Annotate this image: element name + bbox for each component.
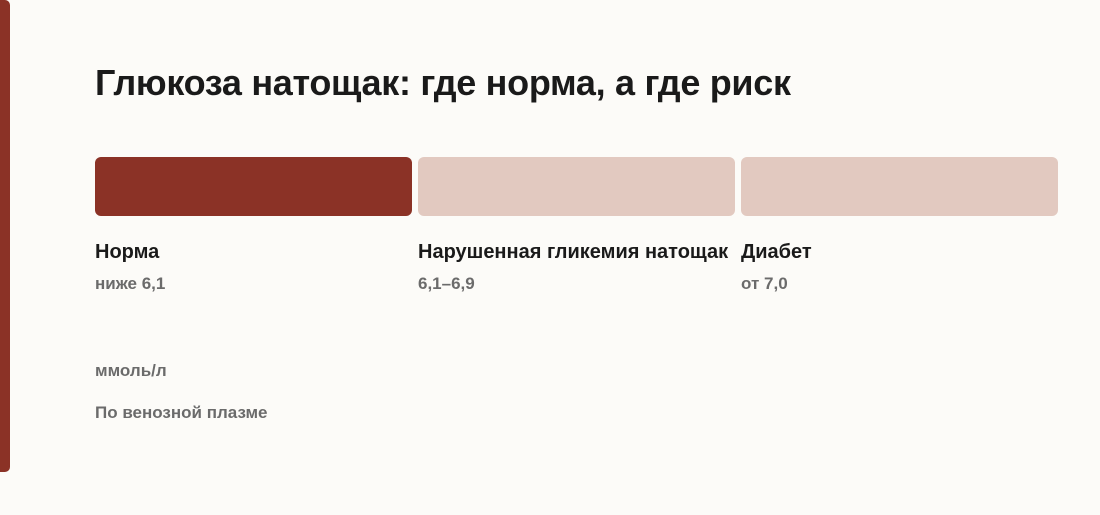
title: Глюкоза натощак: где норма, а где риск	[95, 62, 791, 103]
segment-bar	[418, 157, 735, 216]
segment-bar	[95, 157, 412, 216]
segment-label: Нарушенная гликемия натощак	[418, 241, 729, 263]
segment-range: от 7,0	[741, 274, 788, 293]
scale: Норма ниже 6,1 Нарушенная гликемия натощак…	[95, 157, 1058, 297]
segment-range: ниже 6,1	[95, 274, 166, 293]
segment-range: 6,1–6,9	[418, 274, 475, 293]
accent-bar	[0, 0, 10, 472]
unit: ммоль/л	[95, 361, 167, 380]
segment-bar	[741, 157, 1058, 216]
note: По венозной плазме	[95, 403, 268, 422]
segment-label: Норма	[95, 241, 160, 263]
segment: Нарушенная гликемия натощак 6,1–6,9	[418, 157, 735, 297]
segment-label: Диабет	[741, 241, 812, 263]
segment: Диабет от 7,0	[741, 157, 1058, 297]
segment: Норма ниже 6,1	[95, 157, 412, 297]
